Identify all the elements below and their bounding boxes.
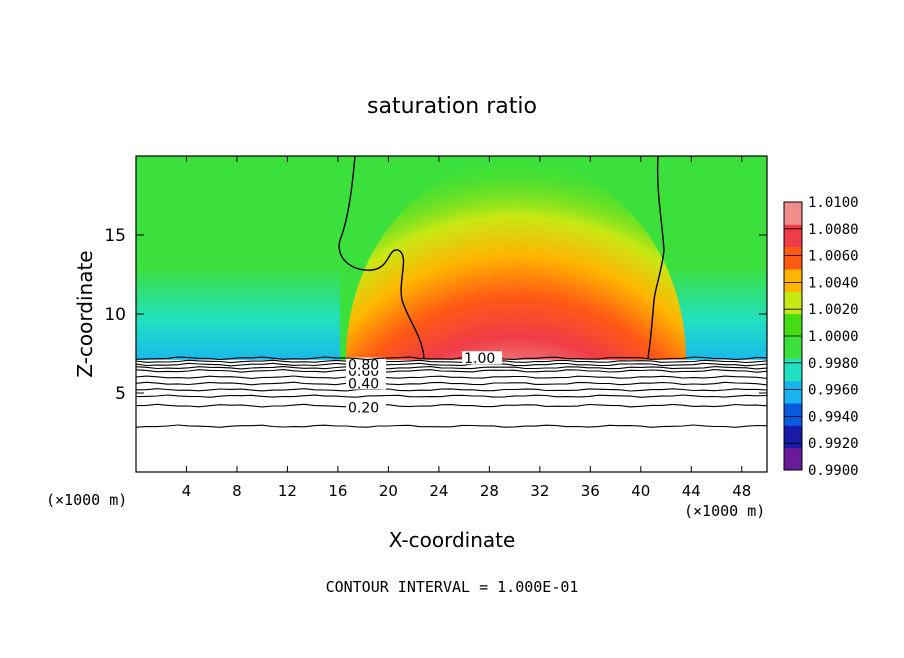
colorbar-swatch — [784, 336, 802, 359]
y-axis-label: Z-coordinate — [73, 250, 97, 377]
colorbar-label: 0.9900 — [808, 463, 859, 479]
contour-label-background — [346, 400, 387, 414]
colorbar-label: 0.9960 — [808, 383, 859, 399]
colorbar-label: 1.0060 — [808, 249, 859, 265]
contour-line — [136, 424, 767, 428]
colorbar-swatch — [784, 425, 802, 449]
colorbar-label: 1.0100 — [808, 195, 859, 211]
colorbar-swatch — [784, 291, 802, 315]
contour-line-0.40 — [136, 381, 767, 386]
colorbar-swatch — [784, 358, 802, 382]
x-tick-label: 4 — [182, 482, 192, 500]
contour-label-background — [346, 376, 387, 390]
contour-line-1.00-left — [338, 156, 425, 359]
plot-area: 0.200.400.600.80 1.00 — [136, 156, 767, 472]
contour-lines: 0.200.400.600.80 1.00 — [136, 351, 767, 428]
colorbar-label: 1.0080 — [808, 222, 859, 238]
lower-domain — [136, 359, 767, 472]
colorbar-label: 1.0020 — [808, 302, 859, 318]
contour-line — [136, 366, 767, 370]
contour-line — [136, 375, 767, 379]
x-tick-label: 32 — [530, 482, 549, 500]
x-tick-label: 28 — [480, 482, 499, 500]
contour-line-0.60 — [136, 369, 767, 373]
x-axis: 4 8 12 16 20 24 28 32 36 40 44 48 — [182, 156, 751, 500]
x-unit-right: (×1000 m) — [684, 502, 765, 520]
y-axis: 5 10 15 — [104, 226, 767, 404]
contour-line — [136, 359, 767, 364]
colorbar-swatch — [784, 313, 802, 337]
contour-line — [136, 394, 767, 398]
x-tick-label: 8 — [232, 482, 242, 500]
y-tick-label: 15 — [104, 226, 126, 246]
contour-line-1.00-right — [647, 156, 665, 359]
colorbar: 0.9900 0.9920 0.9940 0.9960 0.9980 1.0000 1.00… — [783, 195, 859, 479]
x-tick-label: 36 — [581, 482, 600, 500]
contour-line-0.80 — [136, 362, 767, 367]
colorbar-swatch — [784, 224, 802, 248]
colorbar-swatch — [784, 380, 802, 404]
colorbar-label: 0.9940 — [808, 409, 859, 425]
x-tick-label: 24 — [429, 482, 448, 500]
colorbar-swatch — [784, 202, 802, 225]
contour-label-background — [346, 357, 387, 371]
colorbar-label: 0.9980 — [808, 356, 859, 372]
contour-label-background — [462, 351, 503, 365]
contour-label-1.00: 1.00 — [464, 351, 495, 367]
y-tick-label: 10 — [104, 305, 126, 325]
x-tick-label: 44 — [682, 482, 701, 500]
x-tick-label: 16 — [328, 482, 347, 500]
x-tick-label: 12 — [278, 482, 297, 500]
colorbar-swatch — [784, 447, 802, 471]
y-tick-label: 5 — [115, 384, 126, 404]
x-tick-label: 48 — [732, 482, 751, 500]
colorbar-label: 1.0000 — [808, 329, 859, 345]
contour-line-0.20 — [136, 403, 767, 408]
chart-title: saturation ratio — [367, 94, 537, 119]
contour-label-0.40: 0.40 — [348, 377, 379, 393]
colorbar-label: 1.0040 — [808, 275, 859, 291]
contour-line — [136, 388, 767, 392]
unsaturated-lower-region — [136, 359, 767, 472]
colorbar-swatch — [784, 269, 802, 292]
x-tick-label: 20 — [379, 482, 398, 500]
contour-interval-footer: CONTOUR INTERVAL = 1.000E-01 — [326, 578, 579, 596]
x-axis-label: X-coordinate — [389, 528, 516, 552]
colorbar-swatch — [784, 246, 802, 270]
x-unit-left: (×1000 m) — [46, 491, 127, 509]
contour-label-0.80: 0.80 — [348, 358, 379, 374]
colorbar-swatch — [784, 403, 802, 426]
contour-label-0.20: 0.20 — [348, 401, 379, 417]
contour-line-1.00 — [136, 356, 767, 361]
x-tick-label: 40 — [631, 482, 650, 500]
colorbar-label: 0.9920 — [808, 436, 859, 452]
